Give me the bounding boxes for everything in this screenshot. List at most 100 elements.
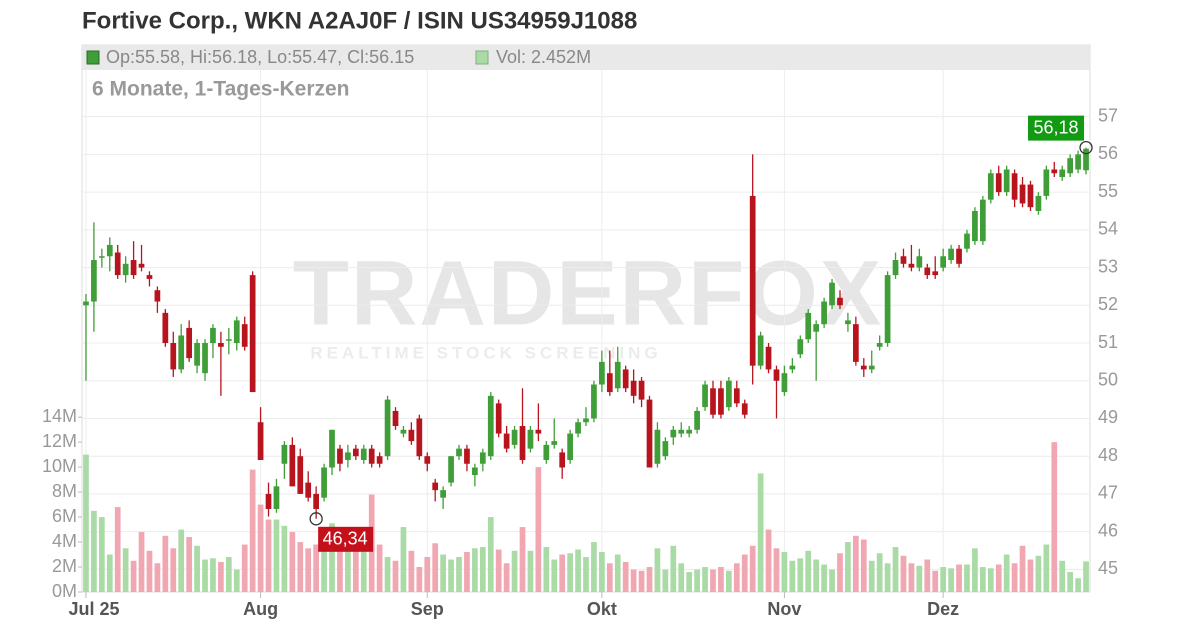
y-tick-label: 48 bbox=[1098, 445, 1118, 465]
candle-body bbox=[638, 380, 645, 400]
candle-body bbox=[202, 343, 208, 374]
candle-body bbox=[940, 256, 947, 268]
volume-bar bbox=[900, 555, 907, 592]
candle-body bbox=[456, 448, 462, 457]
volume-bar bbox=[853, 535, 859, 592]
volume-bar bbox=[567, 553, 573, 592]
volume-bar bbox=[591, 542, 597, 592]
candle-body bbox=[273, 486, 280, 510]
candle-body bbox=[1019, 184, 1026, 204]
candle-body bbox=[606, 373, 613, 393]
x-tick-label: Jul 25 bbox=[68, 599, 119, 619]
candle-body bbox=[432, 482, 439, 491]
volume-info: Vol: 2.452M bbox=[496, 47, 591, 67]
volume-bar bbox=[694, 569, 700, 592]
volume-bar bbox=[972, 548, 978, 592]
candle-body bbox=[718, 388, 724, 415]
candle-body bbox=[813, 324, 820, 332]
candle-body bbox=[892, 260, 899, 276]
volume-bar bbox=[1043, 544, 1050, 592]
watermark: TRADERFOX bbox=[293, 242, 883, 344]
volume-bar bbox=[91, 510, 97, 592]
volume-bar bbox=[114, 507, 121, 592]
volume-bar bbox=[829, 569, 835, 592]
volume-bar bbox=[956, 564, 962, 592]
volume-bar bbox=[464, 552, 470, 592]
volume-bar bbox=[932, 570, 939, 592]
candle-body bbox=[591, 384, 597, 419]
volume-bar bbox=[210, 558, 216, 592]
candle-body bbox=[1051, 169, 1058, 174]
candle-body bbox=[122, 263, 129, 276]
candle-body bbox=[551, 441, 558, 445]
volume-bar bbox=[1019, 545, 1026, 592]
volume-bar bbox=[289, 532, 296, 592]
y2-tick-label: 12M bbox=[42, 431, 77, 451]
candle-body bbox=[162, 312, 169, 344]
volume-bar bbox=[702, 567, 708, 592]
x-tick-label: Sep bbox=[411, 599, 444, 619]
volume-bar bbox=[876, 553, 883, 592]
volume-bar bbox=[297, 542, 304, 592]
candle-body bbox=[360, 448, 367, 460]
volume-bar bbox=[686, 572, 693, 592]
y2-tick-label: 0M bbox=[52, 581, 77, 601]
volume-bar bbox=[860, 539, 867, 592]
candle-body bbox=[829, 282, 835, 306]
x-tick-label: Nov bbox=[767, 599, 801, 619]
candle-body bbox=[773, 369, 780, 381]
volume-bar bbox=[614, 554, 621, 592]
candle-body bbox=[567, 433, 573, 460]
y-tick-label: 56 bbox=[1098, 143, 1118, 163]
plot-layer: 45 46 47 48 49 50 51 52 53 54 55 56 57 0M 2M 4M 6M 8M 10M 1… bbox=[42, 70, 1118, 619]
subtitle: 6 Monate, 1-Tages-Kerzen bbox=[92, 78, 350, 101]
x-tick-label: Okt bbox=[587, 599, 617, 619]
volume-bar bbox=[908, 563, 915, 592]
candle-body bbox=[583, 418, 589, 423]
volume-bar bbox=[606, 563, 613, 592]
volume-bar bbox=[487, 517, 494, 592]
candle-body bbox=[741, 403, 748, 415]
candle-body bbox=[543, 444, 550, 460]
candle-body bbox=[646, 399, 653, 468]
volume-bar bbox=[154, 563, 161, 592]
candle-body bbox=[218, 343, 224, 347]
volume-bar bbox=[218, 562, 224, 592]
candle-body bbox=[1067, 158, 1074, 174]
y-tick-label: 45 bbox=[1098, 558, 1118, 578]
volume-bar bbox=[527, 550, 534, 592]
candle-body bbox=[400, 429, 407, 434]
volume-bar bbox=[321, 528, 327, 592]
candle-body bbox=[408, 429, 415, 442]
candle-body bbox=[368, 448, 375, 464]
volume-bar bbox=[630, 569, 637, 592]
volume-bar bbox=[416, 567, 423, 592]
candle-body bbox=[83, 301, 89, 306]
candle-body bbox=[559, 452, 566, 468]
candle-body bbox=[932, 271, 939, 276]
candle-body bbox=[749, 195, 756, 366]
y-tick-label: 54 bbox=[1098, 219, 1118, 239]
candle-body bbox=[876, 343, 883, 347]
candle-body bbox=[789, 365, 796, 370]
volume-bar bbox=[1059, 560, 1066, 592]
candle-body bbox=[1043, 169, 1050, 196]
volume-bar bbox=[733, 563, 740, 592]
volume-bar bbox=[797, 558, 804, 592]
volume-bar bbox=[710, 569, 716, 592]
volume-bar bbox=[241, 544, 248, 592]
volume-bar bbox=[83, 454, 89, 592]
volume-bar bbox=[805, 550, 812, 592]
volume-bar bbox=[225, 557, 232, 592]
candle-body bbox=[670, 429, 677, 438]
volume-bar bbox=[1011, 563, 1018, 592]
candle-body bbox=[146, 275, 153, 279]
candle-body bbox=[964, 233, 970, 249]
candle-body bbox=[622, 369, 629, 389]
volume-bar bbox=[392, 560, 399, 592]
volume-bar bbox=[662, 569, 669, 592]
candle-body bbox=[289, 444, 296, 487]
y-tick-label: 49 bbox=[1098, 407, 1118, 427]
ohlc-info: Op:55.58, Hi:56.18, Lo:55.47, Cl:56.15 bbox=[106, 47, 414, 67]
volume-bar bbox=[337, 530, 343, 592]
